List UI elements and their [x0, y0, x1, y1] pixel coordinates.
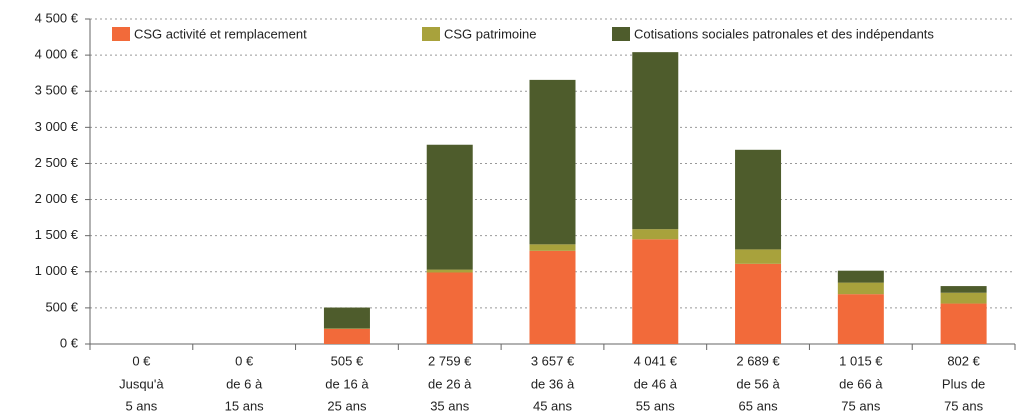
- bar-segment: [632, 239, 679, 344]
- x-tick-label: 65 ans: [739, 398, 779, 413]
- x-tick-label: de 66 à: [839, 376, 883, 391]
- y-tick-label: 500 €: [45, 299, 78, 314]
- x-tick-label: 35 ans: [430, 398, 470, 413]
- total-label: 505 €: [331, 353, 364, 368]
- bar-segment: [940, 292, 987, 304]
- x-tick-label: 5 ans: [125, 398, 157, 413]
- x-tick-label: 45 ans: [533, 398, 573, 413]
- total-label: 4 041 €: [634, 353, 678, 368]
- legend-swatch: [112, 27, 130, 41]
- total-label: 1 015 €: [839, 353, 883, 368]
- total-label: 802 €: [947, 353, 980, 368]
- y-tick-label: 1 000 €: [35, 263, 79, 278]
- bar-segment: [837, 270, 884, 283]
- bar-segment: [529, 250, 576, 344]
- bar-segment: [632, 52, 679, 230]
- x-tick-label: de 6 à: [226, 376, 263, 391]
- bar-segment: [735, 149, 782, 250]
- x-tick-label: 25 ans: [327, 398, 367, 413]
- y-tick-label: 0 €: [60, 335, 79, 350]
- y-tick-label: 2 000 €: [35, 191, 79, 206]
- bar-segment: [735, 263, 782, 344]
- x-tick-label: 15 ans: [225, 398, 265, 413]
- total-label: 2 759 €: [428, 353, 472, 368]
- bar-segment: [529, 79, 576, 245]
- x-tick-label: de 26 à: [428, 376, 472, 391]
- bar-segment: [426, 144, 473, 270]
- bar-segment: [426, 272, 473, 344]
- x-tick-label: Jusqu'à: [119, 376, 164, 391]
- total-label: 0 €: [235, 353, 254, 368]
- x-tick-label: de 16 à: [325, 376, 369, 391]
- bar-segment: [940, 303, 987, 344]
- legend-box: [100, 22, 1005, 48]
- bar-segment: [940, 286, 987, 293]
- x-tick-label: de 56 à: [736, 376, 780, 391]
- y-tick-label: 4 000 €: [35, 47, 79, 62]
- x-tick-label: 75 ans: [944, 398, 984, 413]
- legend-swatch: [422, 27, 440, 41]
- bar-segment: [323, 307, 370, 329]
- bar-segment: [837, 282, 884, 295]
- y-tick-label: 2 500 €: [35, 155, 79, 170]
- bar-segment: [323, 328, 370, 344]
- bar-segment: [426, 269, 473, 273]
- legend-label: Cotisations sociales patronales et des i…: [634, 26, 934, 41]
- x-tick-label: de 36 à: [531, 376, 575, 391]
- y-tick-label: 1 500 €: [35, 227, 79, 242]
- total-label: 2 689 €: [736, 353, 780, 368]
- legend-label: CSG activité et remplacement: [134, 26, 307, 41]
- total-label: 0 €: [132, 353, 151, 368]
- y-tick-label: 3 500 €: [35, 83, 79, 98]
- legend-swatch: [612, 27, 630, 41]
- x-tick-label: 75 ans: [841, 398, 881, 413]
- y-tick-label: 3 000 €: [35, 119, 79, 134]
- x-tick-label: 55 ans: [636, 398, 676, 413]
- x-tick-label: Plus de: [942, 376, 985, 391]
- x-tick-label: de 46 à: [634, 376, 678, 391]
- bar-segment: [735, 249, 782, 264]
- bar-segment: [632, 229, 679, 240]
- y-tick-label: 4 500 €: [35, 10, 79, 25]
- bar-segment: [837, 294, 884, 344]
- bar-segment: [529, 244, 576, 251]
- total-label: 3 657 €: [531, 353, 575, 368]
- legend-label: CSG patrimoine: [444, 26, 536, 41]
